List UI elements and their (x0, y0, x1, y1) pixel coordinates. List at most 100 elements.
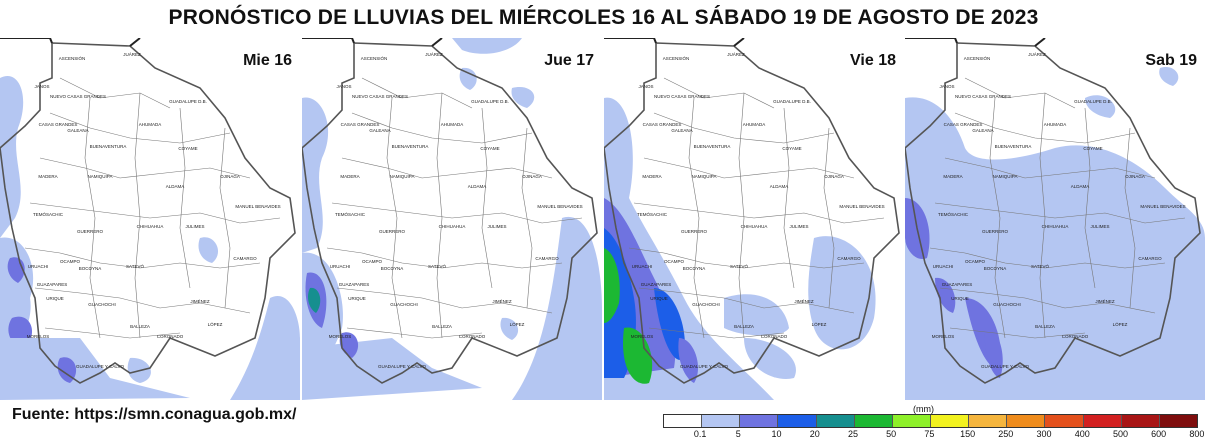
municipality-label: ASCENSIÓN (964, 55, 991, 61)
municipality-label: BOCOYNA (381, 266, 404, 271)
municipality-label: LÓPEZ (1113, 321, 1128, 327)
municipality-label: GUERRERO (379, 229, 406, 234)
municipality-label: JANOS (336, 84, 351, 89)
municipality-label: JUÁREZ (1028, 51, 1046, 57)
municipality-label: CAMARGO (233, 256, 257, 261)
municipality-label: CAMARGO (1138, 256, 1162, 261)
municipality-label: CASAS GRANDES (944, 122, 983, 127)
municipality-label: CHIHUAHUA (137, 224, 164, 229)
municipality-label: JIMÉNEZ (794, 298, 814, 304)
municipality-label: NUEVO CASAS GRANDES (50, 94, 106, 99)
municipality-label: GUADALUPE Y CALVO (76, 364, 125, 369)
municipality-label: OJINAGA (1125, 174, 1145, 179)
municipality-label: MANUEL BENAVIDES (1140, 204, 1185, 209)
municipality-label: GUADALUPE D.B. (773, 99, 811, 104)
municipality-label: LÓPEZ (510, 321, 525, 327)
legend-tick-label: 20 (809, 429, 820, 439)
municipality-label: BALLEZA (1035, 324, 1055, 329)
municipality-label: GALEANA (67, 128, 88, 133)
municipality-label: CAMARGO (837, 256, 861, 261)
municipality-label: JANOS (939, 84, 954, 89)
municipality-label: GUAZAPARES (641, 282, 671, 287)
municipality-label: CASAS GRANDES (643, 122, 682, 127)
municipality-label: MANUEL BENAVIDES (839, 204, 884, 209)
municipality-label: GALEANA (972, 128, 993, 133)
rain-legend: (mm) 0.1 5 10 20 25 50 75 150 250 300 400 500 600 800 (663, 404, 1205, 439)
municipality-label: MADERA (340, 174, 359, 179)
municipality-label: GUADALUPE D.B. (1074, 99, 1112, 104)
rain-map: ASCENSIÓN JUÁREZ JANOS GUADALUPE D.B. NUEVO … (604, 38, 904, 400)
legend-tick-label: 400 (1074, 429, 1090, 439)
municipality-label: TEMÓSACHIC (938, 211, 969, 217)
legend-swatch (854, 415, 893, 427)
municipality-label: SATEVÓ (428, 263, 446, 269)
municipality-label: CORONADO (1062, 334, 1089, 339)
map-panel-vie18: ASCENSIÓN JUÁREZ JANOS GUADALUPE D.B. NUEVO … (604, 38, 904, 400)
legend-color-bar (663, 414, 1198, 428)
legend-swatch (1159, 415, 1197, 427)
municipality-label: GUAZAPARES (339, 282, 369, 287)
legend-tick-label: 0.1 (693, 429, 707, 439)
day-label: Vie 18 (850, 52, 896, 69)
municipality-label: NUEVO CASAS GRANDES (352, 94, 408, 99)
legend-swatch (1121, 415, 1160, 427)
legend-tick-label: 50 (886, 429, 897, 439)
municipality-label: AHUMADA (1044, 122, 1067, 127)
legend-swatch (816, 415, 855, 427)
legend-swatch (702, 415, 741, 427)
legend-tick-label: 500 (1112, 429, 1128, 439)
municipality-label: MADERA (943, 174, 962, 179)
municipality-label: COYAME (1083, 146, 1102, 151)
legend-tick-label: 5 (735, 429, 741, 439)
municipality-label: MADERA (642, 174, 661, 179)
municipality-label: BOCOYNA (79, 266, 102, 271)
municipality-label: BUENAVENTURA (90, 144, 127, 149)
municipality-label: TEMÓSACHIC (637, 211, 668, 217)
municipality-label: JIMÉNEZ (492, 298, 512, 304)
municipality-label: CHIHUAHUA (1042, 224, 1069, 229)
legend-ticks: 0.1 5 10 20 25 50 75 150 250 300 400 500 600 800 (663, 429, 1205, 439)
municipality-label: URUACHI (933, 264, 954, 269)
municipality-label: URIQUE (46, 296, 64, 301)
municipality-label: NAMIQUIPA (88, 174, 113, 179)
legend-unit: (mm) (913, 404, 934, 414)
legend-tick-label: 75 (924, 429, 935, 439)
municipality-label: TEMÓSACHIC (33, 211, 64, 217)
legend-tick-label: 250 (998, 429, 1014, 439)
legend-tick-label: 150 (960, 429, 976, 439)
rain-map: ASCENSIÓN JUÁREZ JANOS GUADALUPE D.B. NUEVO … (0, 38, 300, 400)
municipality-label: GUERRERO (982, 229, 1009, 234)
municipality-label: OCAMPO (965, 259, 986, 264)
municipality-label: JUÁREZ (727, 51, 745, 57)
municipality-label: NUEVO CASAS GRANDES (654, 94, 710, 99)
municipality-label: CHIHUAHUA (741, 224, 768, 229)
municipality-label: JUÁREZ (123, 51, 141, 57)
map-panel-jue17: ASCENSIÓN JUÁREZ JANOS GUADALUPE D.B. NUEVO … (302, 38, 602, 400)
municipality-label: MANUEL BENAVIDES (537, 204, 582, 209)
municipality-label: JULIMES (1090, 224, 1109, 229)
day-label: Mie 16 (243, 52, 292, 69)
municipality-label: OJINAGA (522, 174, 542, 179)
municipality-label: COYAME (782, 146, 801, 151)
municipality-label: URIQUE (348, 296, 366, 301)
municipality-label: ALDAMA (1071, 184, 1090, 189)
municipality-label: SATEVÓ (126, 263, 144, 269)
legend-tick-label: 25 (847, 429, 858, 439)
legend-tick-label: 300 (1036, 429, 1052, 439)
municipality-label: OCAMPO (60, 259, 81, 264)
municipality-label: BALLEZA (432, 324, 452, 329)
municipality-label: JIMÉNEZ (190, 298, 210, 304)
legend-tick-label: 600 (1151, 429, 1167, 439)
municipality-label: JANOS (34, 84, 49, 89)
legend-swatch (969, 415, 1008, 427)
municipality-label: CASAS GRANDES (341, 122, 380, 127)
municipality-label: MORELOS (932, 334, 955, 339)
municipality-label: CAMARGO (535, 256, 559, 261)
municipality-label: BUENAVENTURA (995, 144, 1032, 149)
municipality-label: JULIMES (789, 224, 808, 229)
municipality-label: NUEVO CASAS GRANDES (955, 94, 1011, 99)
municipality-label: OJINAGA (220, 174, 240, 179)
municipality-label: ALDAMA (166, 184, 185, 189)
municipality-label: BALLEZA (130, 324, 150, 329)
legend-swatch (892, 415, 931, 427)
